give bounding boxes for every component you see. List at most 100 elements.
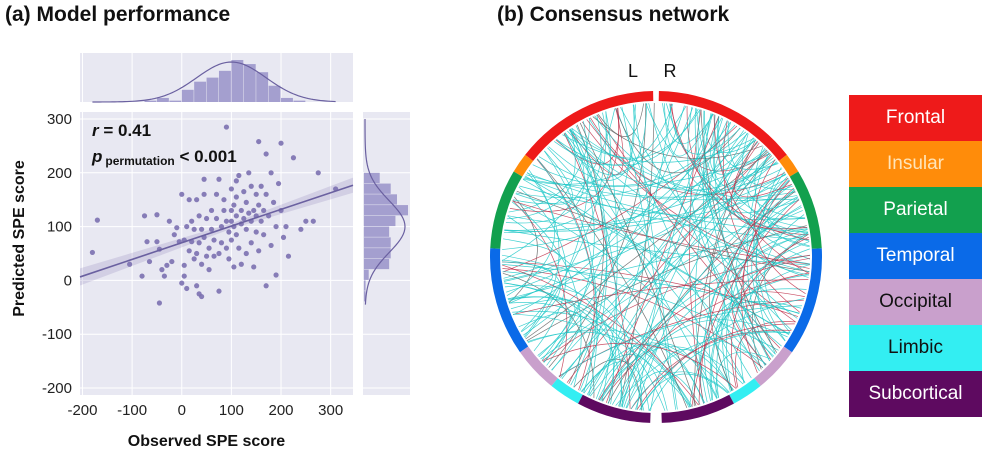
legend-item-occipital: Occipital	[849, 279, 982, 325]
x-tick-label: 100	[219, 402, 244, 419]
data-point	[194, 283, 200, 289]
data-point	[278, 140, 284, 146]
data-point	[208, 207, 215, 214]
data-point	[154, 212, 160, 218]
data-point	[243, 199, 249, 205]
data-point	[233, 213, 239, 219]
network-edge	[648, 331, 791, 412]
network-edge	[754, 159, 806, 294]
data-point	[243, 226, 249, 232]
network-edge	[543, 107, 694, 363]
network-edge	[671, 103, 771, 172]
data-point	[263, 283, 269, 289]
network-edge	[689, 264, 810, 408]
network-edge	[502, 261, 554, 304]
network-edge	[620, 343, 718, 408]
panel-a-title: (a) Model performance	[5, 3, 231, 26]
data-point	[228, 237, 234, 243]
network-edge	[502, 125, 738, 273]
data-point	[268, 170, 274, 176]
ring-segment-left-insular	[513, 154, 534, 177]
network-edge	[630, 329, 792, 410]
p-value: < 0.001	[175, 147, 237, 166]
network-edge	[723, 120, 800, 313]
data-point	[315, 170, 321, 176]
data-point	[223, 124, 230, 130]
network-edge	[767, 180, 810, 248]
data-point	[226, 256, 232, 262]
x-tick-label: 300	[318, 402, 343, 419]
network-edge	[669, 103, 741, 155]
top-histogram-bar	[156, 97, 169, 102]
data-point	[89, 249, 96, 256]
network-edge	[615, 331, 791, 406]
x-tick-label: 0	[178, 402, 186, 419]
right-histogram-bar	[364, 215, 396, 227]
network-edge	[734, 140, 792, 198]
data-point	[248, 240, 254, 246]
p-value-annotation: p permutation < 0.001	[91, 147, 237, 168]
network-edge	[502, 139, 757, 250]
network-edge	[503, 238, 561, 281]
data-point	[194, 197, 200, 203]
network-edge	[527, 331, 690, 408]
right-histogram-bar	[364, 226, 390, 237]
r-value: = 0.41	[99, 121, 151, 140]
network-edge	[731, 236, 809, 389]
data-point	[211, 253, 217, 259]
data-point	[203, 215, 210, 222]
network-edge	[538, 156, 783, 198]
network-edge	[525, 174, 796, 201]
data-point	[206, 245, 212, 251]
data-point	[208, 226, 215, 232]
network-edge	[569, 109, 701, 159]
network-edge	[554, 103, 674, 166]
data-point	[199, 293, 205, 300]
data-point	[251, 207, 257, 214]
data-point	[94, 217, 100, 223]
network-edge	[570, 125, 608, 386]
data-point	[161, 273, 167, 279]
network-edge	[597, 342, 705, 404]
y-axis-label: Predicted SPE score	[11, 160, 28, 317]
network-edge	[502, 268, 764, 369]
data-point	[156, 300, 163, 306]
network-edge	[526, 225, 807, 342]
data-point	[216, 176, 222, 182]
data-point	[199, 226, 205, 232]
data-point	[179, 280, 185, 286]
network-edge	[568, 108, 624, 176]
data-point	[199, 261, 205, 267]
correlation-annotation: r = 0.41	[92, 121, 151, 140]
network-edge	[618, 132, 748, 407]
legend-item-subcortical: Subcortical	[849, 371, 982, 417]
legend-item-limbic: Limbic	[849, 325, 982, 371]
right-histogram-bar	[364, 205, 408, 216]
y-tick-label: 100	[47, 219, 72, 236]
data-point	[213, 191, 220, 197]
data-point	[283, 223, 289, 230]
network-edge	[713, 114, 810, 274]
data-point	[298, 226, 304, 232]
network-edge	[694, 108, 798, 319]
data-point	[191, 256, 197, 262]
network-edge	[698, 177, 789, 405]
network-edge	[544, 150, 597, 393]
data-point	[171, 232, 177, 238]
data-point	[256, 138, 262, 145]
network-edge	[543, 132, 595, 363]
data-point	[159, 267, 165, 273]
network-edge	[595, 103, 672, 400]
data-point	[218, 223, 225, 230]
data-point	[228, 218, 234, 224]
data-point	[146, 258, 153, 265]
data-point	[179, 191, 185, 197]
network-edge	[556, 103, 648, 176]
data-point	[280, 234, 287, 240]
data-point	[186, 248, 192, 254]
right-histogram-bar	[364, 248, 391, 259]
top-histogram-bar	[218, 70, 231, 102]
data-point	[196, 240, 202, 246]
top-histogram-bar	[231, 60, 244, 102]
data-point	[273, 272, 279, 278]
